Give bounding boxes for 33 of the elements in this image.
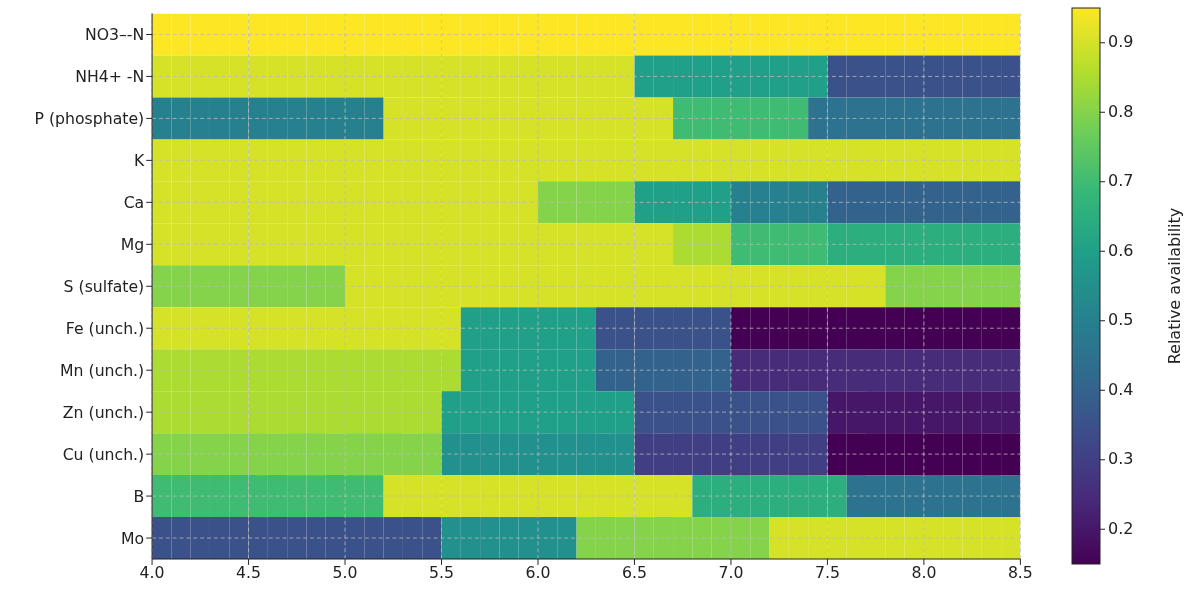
y-tick-label: P (phosphate) — [34, 108, 145, 128]
x-tick-label: 6.5 — [621, 563, 647, 583]
x-tick-label: 7.0 — [718, 563, 744, 583]
y-tick-label: NH4+ -N — [75, 67, 145, 87]
color-bar-title: Relative availability — [1165, 207, 1184, 365]
color-bar-label: 0.8 — [1108, 101, 1134, 121]
y-tick-label: NO3–-N — [84, 25, 145, 45]
color-bar-label: 0.3 — [1108, 449, 1134, 469]
color-bar-label: 0.7 — [1108, 171, 1134, 191]
color-bar-label: 0.6 — [1108, 240, 1134, 260]
x-tick-label: 5.0 — [332, 563, 358, 583]
y-tick-label: Cu (unch.) — [62, 444, 145, 464]
x-tick-label: 7.5 — [814, 563, 840, 583]
y-tick-label: B — [133, 486, 145, 506]
x-tick-label: 6.0 — [525, 563, 551, 583]
y-tick-label: Fe (unch.) — [65, 318, 145, 338]
x-tick-label: 4.0 — [139, 563, 165, 583]
x-tick-label: 5.5 — [429, 563, 454, 583]
x-tick-label: 8.5 — [1007, 563, 1033, 583]
color-bar-label: 0.2 — [1108, 518, 1134, 538]
y-tick-label: K — [133, 150, 145, 170]
y-tick-label: Mn (unch.) — [60, 360, 145, 380]
color-bar-label: 0.9 — [1108, 32, 1134, 52]
y-tick-label: S (sulfate) — [63, 276, 145, 296]
x-tick-label: 4.5 — [236, 563, 262, 583]
color-bar-label: 0.5 — [1108, 310, 1134, 330]
y-tick-label: Ca — [123, 192, 145, 212]
y-tick-label: Zn (unch.) — [62, 402, 145, 422]
colour-scale: 0.2 0.3 0.4 0.5 0.6 0.7 0.8 0.9 Relative availability — [1070, 0, 1200, 600]
y-tick-label: Mg — [120, 234, 145, 254]
x-tick-label: 8.0 — [911, 563, 937, 583]
color-bar-label: 0.4 — [1108, 379, 1134, 399]
y-tick-label: Mo — [121, 528, 145, 548]
